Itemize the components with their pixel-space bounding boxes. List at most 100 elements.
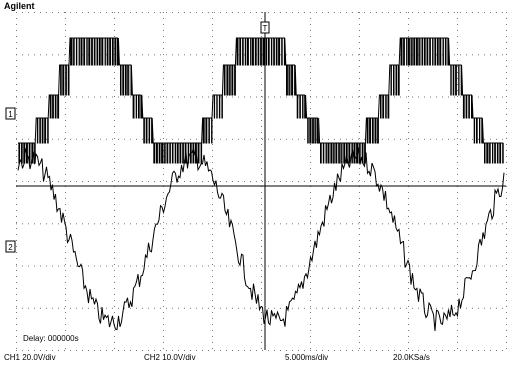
grid-dot <box>184 181 185 182</box>
grid-dot <box>178 265 179 267</box>
grid-dot <box>418 307 419 309</box>
grid-dot <box>490 54 491 56</box>
grid-dot <box>506 126 507 127</box>
grid-dot <box>408 330 409 331</box>
grid-dot <box>408 66 409 67</box>
grid-dot <box>208 223 209 225</box>
grid-dot <box>506 120 507 121</box>
grid-dot <box>442 181 443 182</box>
grid-dot <box>16 348 17 349</box>
grid-dot <box>502 265 503 267</box>
grid-dot <box>70 307 71 309</box>
grid-dot <box>261 282 262 283</box>
grid-dot <box>346 138 347 140</box>
grid-dot <box>16 120 17 121</box>
grid-dot <box>202 138 203 140</box>
grid-dot <box>220 138 221 140</box>
grid-dot <box>16 36 17 37</box>
grid-dot <box>359 30 360 31</box>
channel-1-marker[interactable]: 1 <box>5 107 16 120</box>
grid-dot <box>506 90 507 91</box>
grid-dot <box>100 12 101 13</box>
grid-dot <box>65 18 66 19</box>
grid-dot <box>166 54 167 56</box>
grid-dot <box>430 181 431 182</box>
grid-dot <box>261 294 262 295</box>
grid-dot <box>359 324 360 325</box>
grid-dot <box>484 223 485 225</box>
grid-dot <box>166 265 167 267</box>
grid-dot <box>261 66 262 67</box>
grid-dot <box>408 90 409 91</box>
grid-dot <box>94 12 95 13</box>
grid-dot <box>163 192 164 193</box>
grid-dot <box>16 223 17 225</box>
grid-dot <box>16 234 17 235</box>
grid-dot <box>124 138 125 140</box>
grid-dot <box>506 348 507 349</box>
grid-dot <box>457 78 458 79</box>
grid-dot <box>163 138 164 139</box>
grid-dot <box>163 90 164 91</box>
grid-dot <box>274 265 275 267</box>
grid-dot <box>454 12 455 13</box>
grid-dot <box>370 181 371 182</box>
grid-dot <box>388 307 389 309</box>
grid-dot <box>352 138 353 140</box>
grid-dot <box>58 138 59 140</box>
grid-dot <box>163 294 164 295</box>
grid-dot <box>22 54 23 56</box>
grid-dot <box>28 307 29 309</box>
grid-dot <box>58 12 59 13</box>
grid-dot <box>359 330 360 331</box>
grid-dot <box>370 54 371 56</box>
grid-dot <box>172 223 173 225</box>
grid-dot <box>408 144 409 145</box>
grid-dot <box>346 181 347 182</box>
grid-dot <box>130 223 131 225</box>
grid-dot <box>408 156 409 157</box>
grid-dot <box>310 312 311 313</box>
grid-dot <box>460 12 461 13</box>
trigger-marker[interactable]: T <box>260 21 270 34</box>
grid-dot <box>506 312 507 313</box>
grid-dot <box>190 223 191 225</box>
grid-dot <box>262 265 263 267</box>
grid-dot <box>352 265 353 267</box>
grid-dot <box>184 54 185 56</box>
grid-dot <box>16 265 17 267</box>
grid-dot <box>114 126 115 127</box>
grid-dot <box>457 216 458 217</box>
grid-dot <box>212 210 213 211</box>
grid-dot <box>142 350 143 351</box>
grid-dot <box>28 265 29 267</box>
grid-dot <box>76 350 77 351</box>
grid-dot <box>16 306 17 307</box>
grid-dot <box>261 264 262 265</box>
grid-dot <box>58 265 59 267</box>
channel-2-marker[interactable]: 2 <box>5 240 16 253</box>
grid-dot <box>163 66 164 67</box>
grid-dot <box>506 156 507 157</box>
grid-dot <box>466 307 467 309</box>
grid-dot <box>114 144 115 145</box>
grid-dot <box>334 138 335 140</box>
grid-dot <box>220 181 221 182</box>
grid-dot <box>184 265 185 267</box>
grid-dot <box>274 138 275 140</box>
grid-dot <box>316 265 317 267</box>
grid-dot <box>286 350 287 351</box>
grid-dot <box>506 168 507 169</box>
grid-dot <box>130 138 131 140</box>
grid-dot <box>292 54 293 56</box>
grid-dot <box>163 42 164 43</box>
grid-dot <box>190 350 191 351</box>
grid-dot <box>16 181 17 182</box>
grid-dot <box>457 294 458 295</box>
grid-dot <box>163 258 164 259</box>
grid-dot <box>190 181 191 182</box>
grid-dot <box>496 12 497 13</box>
grid-dot <box>118 307 119 309</box>
grid-dot <box>163 126 164 127</box>
grid-dot <box>328 265 329 267</box>
